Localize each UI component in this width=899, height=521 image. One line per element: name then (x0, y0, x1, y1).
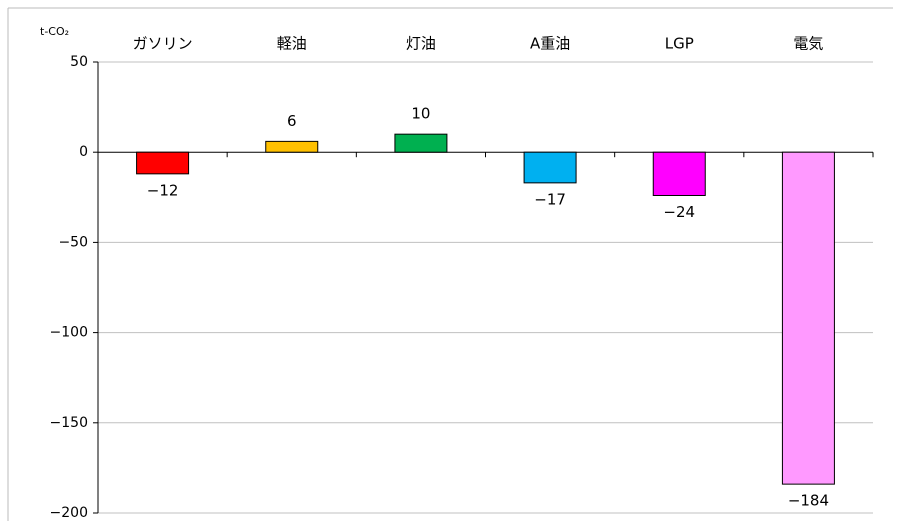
y-tick-label: 50 (70, 54, 88, 70)
bar (652, 151, 706, 196)
bar (523, 151, 577, 184)
data-label: −24 (663, 203, 695, 221)
bar (781, 151, 835, 485)
data-label: −17 (534, 190, 566, 208)
y-tick-label: −50 (58, 234, 88, 250)
data-label: −184 (788, 492, 829, 510)
y-tick-label: −150 (50, 415, 88, 431)
x-tick-label: 電気 (793, 35, 823, 53)
x-tick-label: 灯油 (406, 35, 436, 53)
data-label: 10 (411, 105, 430, 123)
y-axis-label: t-CO₂ (40, 25, 69, 38)
x-tick-label: 軽油 (277, 35, 307, 53)
data-label: −12 (147, 181, 179, 199)
bar (394, 133, 448, 153)
data-label: 6 (287, 112, 297, 130)
y-tick-label: 0 (79, 144, 88, 160)
x-tick-label: A重油 (530, 35, 570, 53)
bar (136, 151, 190, 175)
x-tick-label: ガソリン (133, 35, 193, 53)
bar (265, 140, 319, 153)
y-tick-label: −100 (50, 325, 88, 341)
y-tick-label: −200 (50, 505, 88, 521)
x-tick-label: LGP (665, 35, 694, 53)
